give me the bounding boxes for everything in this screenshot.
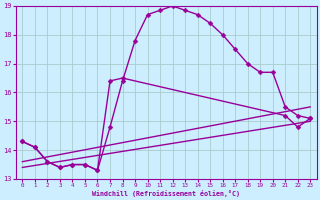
- X-axis label: Windchill (Refroidissement éolien,°C): Windchill (Refroidissement éolien,°C): [92, 190, 240, 197]
